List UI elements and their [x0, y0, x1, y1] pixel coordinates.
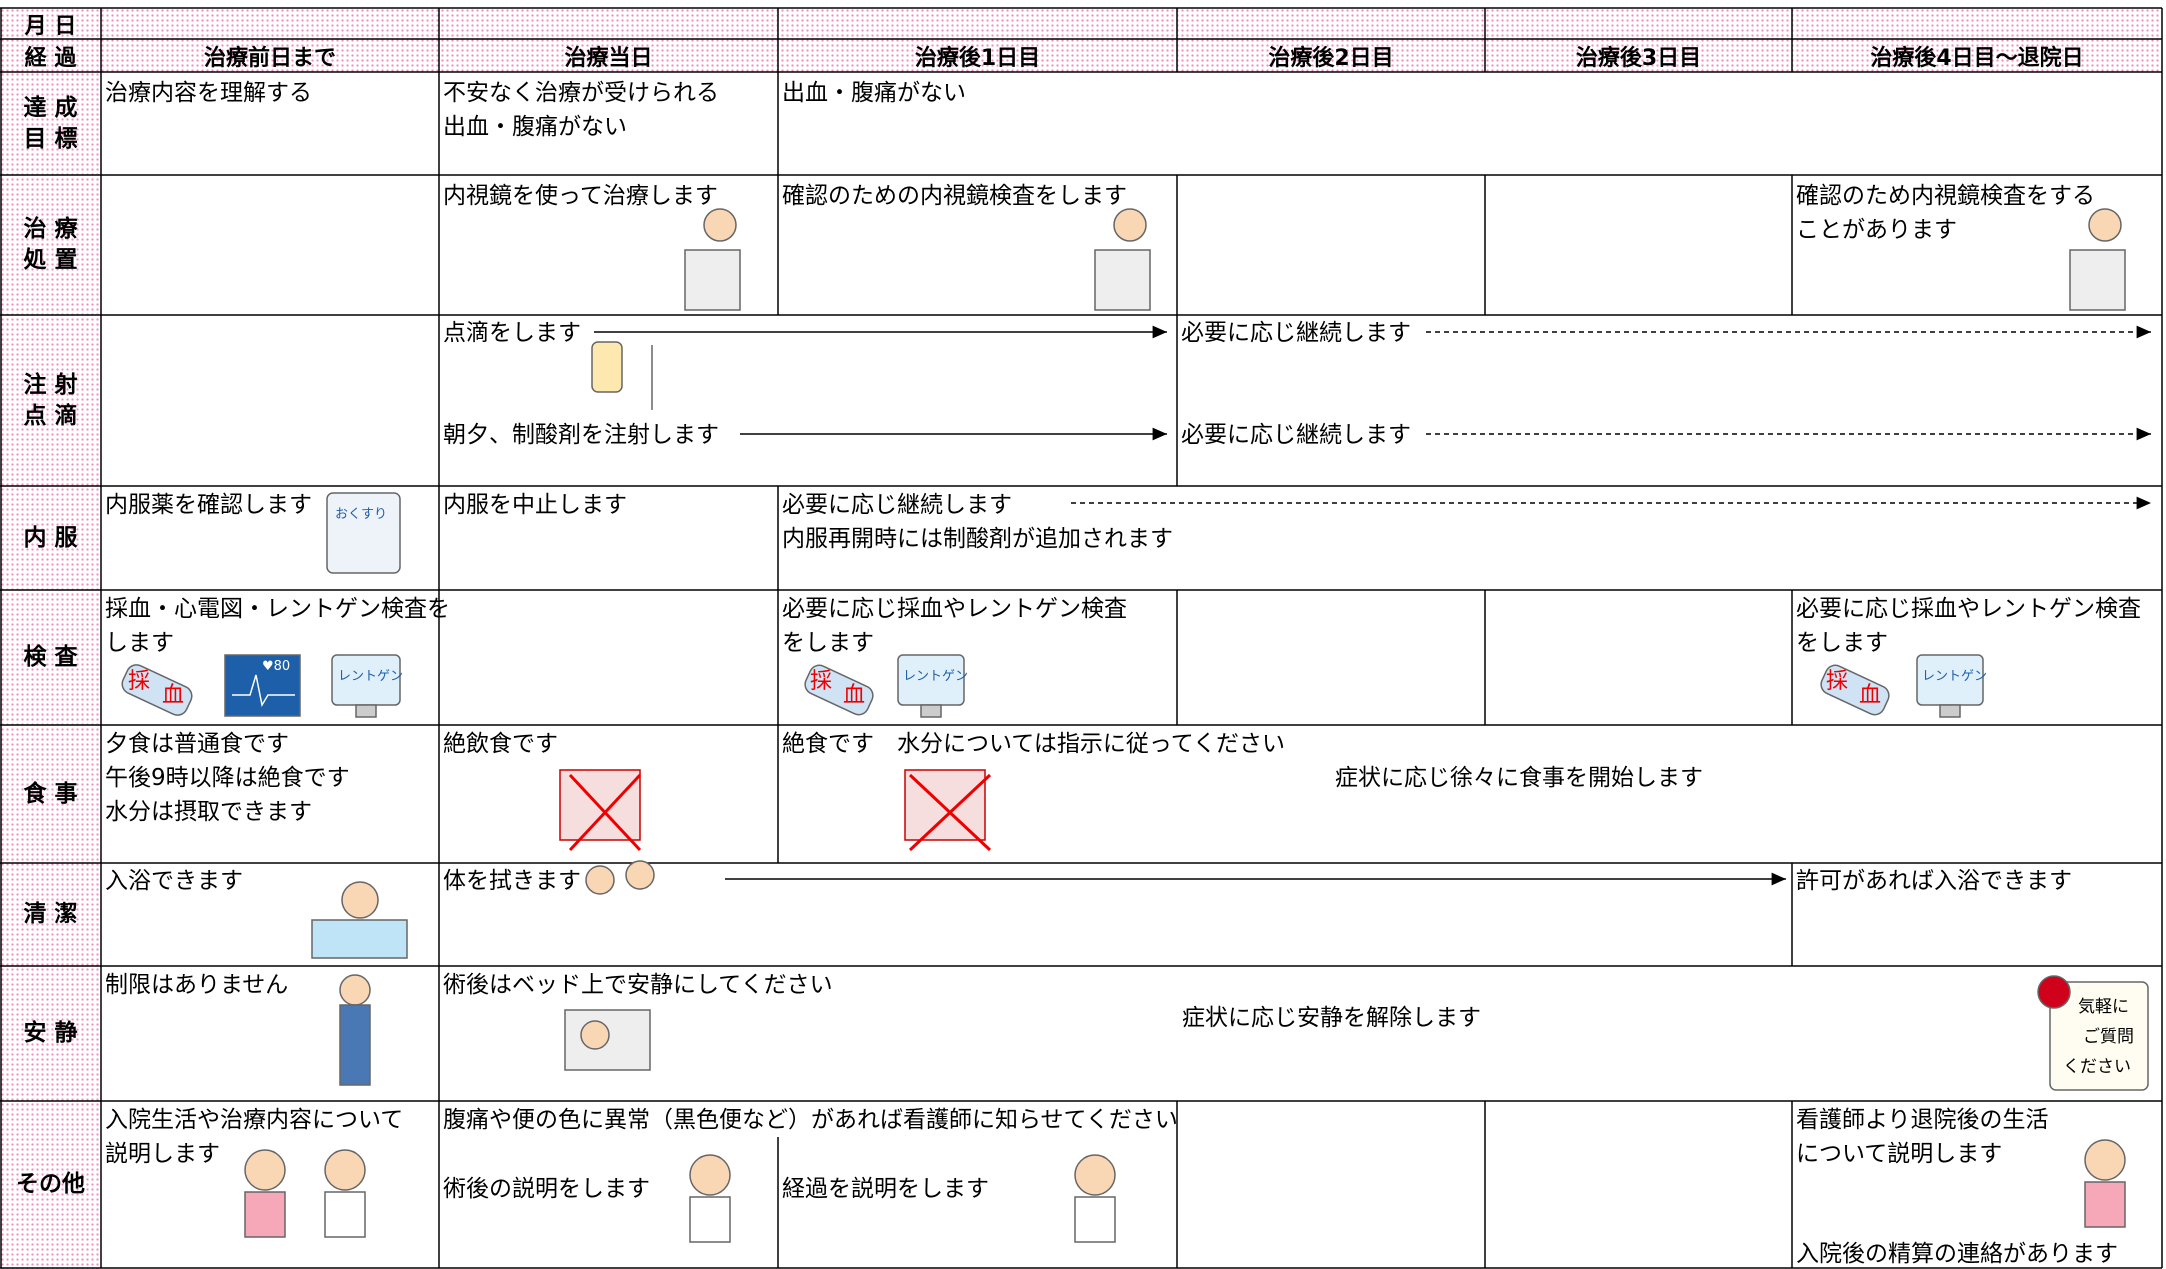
cell-text: します	[105, 630, 174, 656]
row-label: 検 査	[0, 590, 101, 725]
cell-text: 朝夕、制酸剤を注射します	[443, 422, 719, 448]
column-header: 治療後1日目	[914, 45, 1041, 71]
column-header: 治療後2日目	[1268, 45, 1394, 71]
header-bg	[0, 8, 2162, 72]
cell-text: 必要に応じ継続します	[782, 492, 1012, 518]
cell-text: 腹痛や便の色に異常（黒色便など）があれば看護師に知らせてください	[443, 1107, 1178, 1133]
cell-text: 出血・腹痛がない	[782, 80, 966, 106]
cell-text: 必要に応じ継続します	[1181, 320, 1411, 346]
icon-text: 気軽に	[2078, 997, 2129, 1017]
icon-text: ♥80	[262, 659, 291, 674]
icon-text: ください	[2063, 1057, 2131, 1077]
cell-text: 許可があれば入浴できます	[1796, 868, 2072, 894]
row-label: 注 射点 滴	[0, 315, 101, 486]
cell-text: について説明します	[1796, 1141, 2003, 1167]
cell-text: 午後9時以降は絶食です	[105, 765, 350, 791]
column-header: 治療前日まで	[203, 45, 336, 71]
cell-text: 必要に応じ採血やレントゲン検査	[1796, 596, 2141, 622]
cell-text: 体を拭きます	[443, 868, 581, 894]
cell-text: 確認のための内視鏡検査をします	[782, 183, 1127, 209]
row-label: その他	[0, 1101, 101, 1268]
row-label-line: 清 潔	[23, 901, 78, 927]
icon-text: 血	[843, 683, 866, 708]
cell-text: 夕食は普通食です	[105, 731, 289, 757]
row-label-line: 点 滴	[23, 402, 78, 429]
arrows	[594, 325, 2151, 886]
row-label: 食 事	[0, 725, 101, 863]
row-label-line: 食 事	[23, 780, 78, 807]
row-label: 治 療処 置	[0, 175, 101, 315]
cell-text: 説明します	[105, 1141, 220, 1167]
cell-text: 水分は摂取できます	[105, 799, 312, 825]
cell-text: をします	[782, 630, 874, 656]
cell-text: 内服再開時には制酸剤が追加されます	[782, 526, 1173, 552]
cell-text: 点滴をします	[443, 320, 581, 346]
cell-text: 出血・腹痛がない	[443, 114, 627, 140]
icon-text: レントゲン	[338, 669, 404, 684]
cell-text: 採血・心電図・レントゲン検査を	[105, 596, 450, 622]
cell-text: 必要に応じ継続します	[1181, 422, 1411, 448]
icon-text: 採	[128, 669, 151, 694]
icon-text: ご質問	[2083, 1027, 2134, 1047]
row-label-line: 処 置	[23, 247, 78, 273]
row-label-line: 注 射	[23, 371, 78, 398]
cell-text: 確認のため内視鏡検査をする	[1796, 183, 2095, 209]
grid	[0, 7, 2163, 1269]
row-label: 清 潔	[0, 863, 101, 966]
row-label: 達 成目 標	[0, 72, 101, 175]
cell-text: ことがあります	[1796, 217, 1957, 243]
cell-text: 内視鏡を使って治療します	[443, 183, 718, 209]
column-header: 治療後4日目～退院日	[1870, 45, 2084, 71]
row-label-line: 達 成	[23, 94, 78, 121]
icon-text: 血	[162, 683, 185, 708]
cell-text: 内服を中止します	[443, 492, 627, 518]
label-bg	[0, 72, 101, 1269]
cell-text: 入院後の精算の連絡があります	[1796, 1241, 2118, 1267]
cell-text: 入院生活や治療内容について	[105, 1107, 404, 1133]
row-label-line: 検 査	[23, 644, 78, 670]
column-header: 治療当日	[564, 45, 653, 71]
date-label: 月 日	[24, 13, 77, 39]
column-header: 治療後3日目	[1575, 45, 1702, 71]
row-label-line: 安 静	[23, 1020, 78, 1046]
cell-text: 症状に応じ徐々に食事を開始します	[1335, 765, 1703, 791]
row-label-line: 治 療	[23, 216, 78, 242]
icon-text: 採	[810, 669, 833, 694]
cell-text: 経過を説明をします	[782, 1176, 989, 1202]
row-label: 内 服	[0, 486, 101, 590]
icons	[121, 208, 2149, 1243]
cell-text: 看護師より退院後の生活	[1796, 1107, 2049, 1133]
icon-text: 血	[1859, 683, 1882, 708]
progress-label: 経 過	[24, 45, 77, 71]
cell-text: 内服薬を確認します	[105, 492, 312, 518]
cell-text: 入浴できます	[105, 868, 243, 894]
cell-text: 術後の説明をします	[443, 1176, 650, 1202]
row-label-line: その他	[16, 1171, 85, 1197]
cell-text: 症状に応じ安静を解除します	[1182, 1005, 1481, 1031]
cell-text: 絶飲食です	[443, 731, 558, 757]
icon-text: レントゲン	[1922, 669, 1988, 684]
cell-text: 制限はありません	[105, 972, 289, 998]
cell-text: 術後はベッド上で安静にしてください	[443, 972, 833, 998]
icon-text: 採	[1826, 669, 1849, 694]
row-label-line: 目 標	[23, 125, 78, 152]
cell-text: 必要に応じ採血やレントゲン検査	[782, 596, 1127, 622]
row-label-line: 内 服	[23, 524, 78, 551]
icon-text: レントゲン	[903, 669, 969, 684]
icon-text: おくすり	[335, 507, 388, 522]
cell-text: をします	[1796, 630, 1888, 656]
cell-text: 絶食です 水分については指示に従ってください	[782, 731, 1286, 757]
cell-text: 不安なく治療が受けられる	[443, 80, 719, 106]
row-label: 安 静	[0, 966, 101, 1101]
cell-text: 治療内容を理解する	[105, 80, 312, 106]
